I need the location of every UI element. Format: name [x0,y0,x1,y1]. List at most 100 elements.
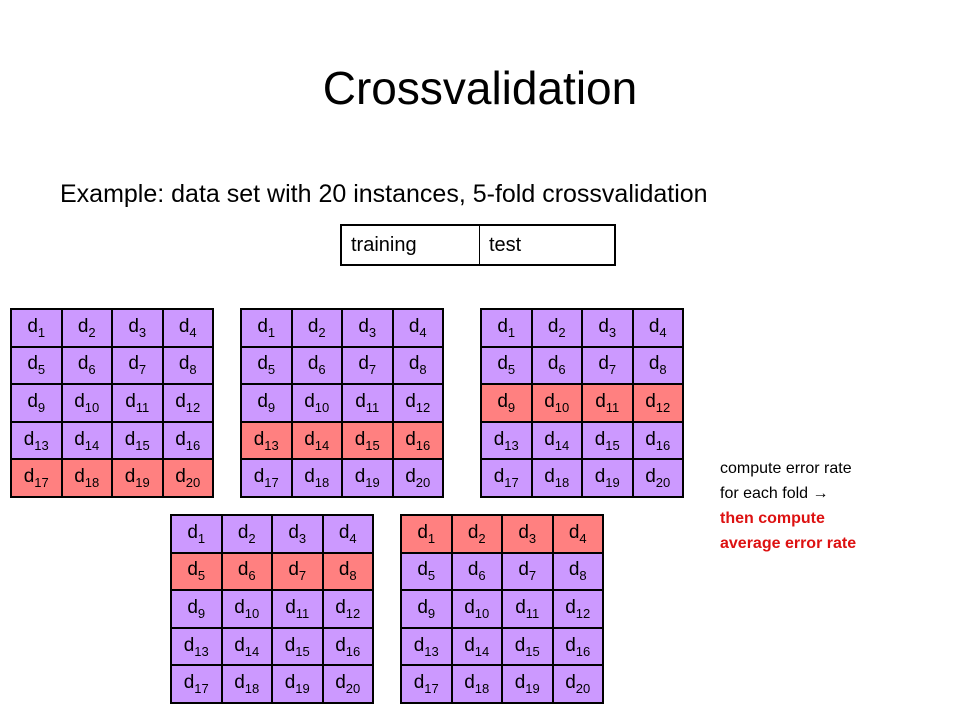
arrow-right-icon: → [812,485,829,502]
instance-cell: d15 [271,626,324,667]
fold-table: d1 d2 d3 d4 d5 d6 d7 d8 d9 d10 d11 d12 d13 d14 d15 d16 d… [400,514,604,704]
instance-cell: d3 [341,308,394,348]
instance-cell: d12 [161,383,214,423]
legend-test: test [489,234,522,256]
instance-cell: d9 [170,589,223,629]
instance-cell: d17 [240,458,293,498]
instance-cell: d11 [501,589,554,629]
instance-cell: d12 [551,589,604,629]
instance-cell: d10 [450,589,503,629]
instance-cell: d8 [631,345,684,386]
table-row: d9 d10 d11 d12 [400,589,604,629]
instance-cell: d10 [220,589,273,629]
instance-cell: d9 [240,383,293,423]
instance-cell: d18 [290,458,343,498]
instance-cell: d11 [581,383,634,423]
table-row: d5 d6 d7 d8 [400,551,604,592]
instance-cell: d2 [290,308,343,348]
table-row: d9 d10 d11 d12 [10,383,214,423]
instance-cell: d16 [321,626,374,667]
instance-cell: d16 [551,626,604,667]
instance-cell: d11 [341,383,394,423]
instance-cell: d19 [341,458,394,498]
note-line-3: then compute [720,510,825,527]
instance-cell: d2 [220,514,273,554]
instance-cell: d19 [111,458,164,498]
instance-cell: d9 [400,589,453,629]
instance-cell: d2 [60,308,113,348]
instance-cell: d19 [271,664,324,704]
instance-cell: d19 [501,664,554,704]
table-row: d1 d2 d3 d4 [400,514,604,554]
instance-cell: d15 [581,420,634,461]
table-row: d9 d10 d11 d12 [170,589,374,629]
note-line-4: average error rate [720,535,857,552]
instance-cell: d15 [111,420,164,461]
instance-cell: d2 [450,514,503,554]
slide-subtitle: Example: data set with 20 instances, 5-f… [60,180,708,208]
instance-cell: d20 [321,664,374,704]
table-row: d13 d14 d15 d16 [240,420,444,461]
table-row: d5 d6 d7 d8 [240,345,444,386]
instance-cell: d15 [501,626,554,667]
instance-cell: d5 [400,551,453,592]
fold-table: d1 d2 d3 d4 d5 d6 d7 d8 d9 d10 d11 d12 d13 d14 d15 d16 d… [10,308,214,498]
legend: training test [340,224,616,266]
table-row: d13 d14 d15 d16 [400,626,604,667]
instance-cell: d18 [220,664,273,704]
instance-cell: d10 [60,383,113,423]
instance-cell: d10 [290,383,343,423]
instance-cell: d19 [581,458,634,498]
instance-cell: d5 [240,345,293,386]
table-row: d1 d2 d3 d4 [480,308,684,348]
instance-cell: d18 [530,458,583,498]
table-row: d13 d14 d15 d16 [480,420,684,461]
instance-cell: d20 [551,664,604,704]
instance-cell: d7 [501,551,554,592]
instance-cell: d6 [60,345,113,386]
note-line-2-text: for each fold [720,485,809,502]
instance-cell: d17 [400,664,453,704]
instance-cell: d3 [111,308,164,348]
instance-cell: d2 [530,308,583,348]
instance-cell: d1 [400,514,453,554]
instance-cell: d1 [480,308,533,348]
table-row: d13 d14 d15 d16 [170,626,374,667]
instance-cell: d7 [111,345,164,386]
instance-cell: d4 [551,514,604,554]
fold-table: d1 d2 d3 d4 d5 d6 d7 d8 d9 d10 d11 d12 d13 d14 d15 d16 d… [240,308,444,498]
instance-cell: d14 [60,420,113,461]
instance-cell: d17 [480,458,533,498]
instance-cell: d13 [10,420,63,461]
instance-cell: d5 [480,345,533,386]
instance-cell: d13 [400,626,453,667]
instance-cell: d14 [530,420,583,461]
table-row: d13 d14 d15 d16 [10,420,214,461]
table-row: d17 d18 d19 d20 [480,458,684,498]
slide-title: Crossvalidation [322,62,638,114]
instance-cell: d16 [161,420,214,461]
table-row: d17 d18 d19 d20 [240,458,444,498]
instance-cell: d14 [290,420,343,461]
instance-cell: d11 [271,589,324,629]
instance-cell: d7 [271,551,324,592]
table-row: d17 d18 d19 d20 [170,664,374,704]
instance-cell: d18 [60,458,113,498]
instance-cell: d1 [170,514,223,554]
fold-table: d1 d2 d3 d4 d5 d6 d7 d8 d9 d10 d11 d12 d13 d14 d15 d16 d… [170,514,374,704]
table-row: d5 d6 d7 d8 [170,551,374,592]
table-row: d9 d10 d11 d12 [240,383,444,423]
instance-cell: d10 [530,383,583,423]
legend-training: training [342,226,480,264]
instance-cell: d20 [391,458,444,498]
instance-cell: d9 [10,383,63,423]
instance-cell: d15 [341,420,394,461]
table-row: d1 d2 d3 d4 [240,308,444,348]
note-line-1: compute error rate [720,460,852,477]
instance-cell: d8 [161,345,214,386]
instance-cell: d5 [10,345,63,386]
instance-cell: d3 [501,514,554,554]
instance-cell: d12 [321,589,374,629]
table-row: d5 d6 d7 d8 [10,345,214,386]
instance-cell: d4 [391,308,444,348]
